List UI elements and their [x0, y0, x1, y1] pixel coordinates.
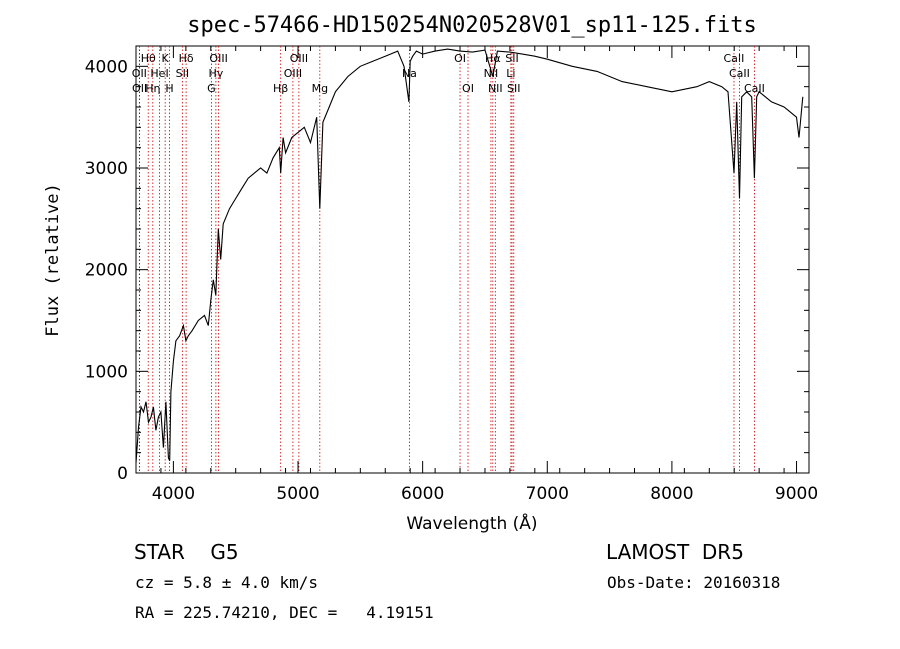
- y-axis-label: Flux (relative): [43, 183, 63, 337]
- y-tick-label: 2000: [85, 261, 128, 281]
- line-marker-label: Hγ: [208, 67, 223, 80]
- chart-title: spec-57466-HD150254N020528V01_sp11-125.f…: [187, 13, 757, 38]
- line-marker-label: OIII: [209, 52, 227, 65]
- x-tick-label: 7000: [526, 484, 569, 504]
- line-marker-label: OIII: [284, 67, 302, 80]
- line-marker-label: OI: [462, 82, 474, 95]
- y-tick-label: 0: [117, 464, 128, 484]
- y-tick-label: 4000: [85, 57, 128, 77]
- line-marker-label: OI: [454, 52, 466, 65]
- line-marker-label: CaII: [744, 82, 765, 95]
- line-marker-label: Hβ: [273, 82, 288, 95]
- line-marker-label: H: [165, 82, 173, 95]
- line-marker-label: K: [162, 52, 170, 65]
- axes: 4000 5000 6000 7000 8000 9000 0 1000 2000 3000 400…: [85, 46, 818, 504]
- line-marker-label: Hη: [145, 82, 160, 95]
- survey-name: LAMOST DR5: [606, 540, 744, 564]
- x-tick-label: 9000: [775, 484, 818, 504]
- line-marker-label: CaII: [724, 52, 745, 65]
- y-tick-label: 3000: [85, 159, 128, 179]
- plot-frame: [136, 46, 809, 473]
- obs-date: Obs-Date: 20160318: [607, 573, 780, 592]
- x-tick-label: 8000: [650, 484, 693, 504]
- line-marker-label: CaII: [729, 67, 750, 80]
- x-tick-label: 4000: [152, 484, 195, 504]
- line-marker-label: G: [207, 82, 216, 95]
- line-marker-label: Hδ: [179, 52, 194, 65]
- line-marker-label: NII: [488, 82, 503, 95]
- line-marker-label: Hθ: [141, 52, 156, 65]
- y-tick-label: 1000: [85, 362, 128, 382]
- line-marker-label: SII: [176, 67, 189, 80]
- spectrum-line: [136, 49, 803, 463]
- line-marker-label: HeI: [150, 67, 168, 80]
- redshift-cz: cz = 5.8 ± 4.0 km/s: [135, 573, 318, 592]
- ra-dec: RA = 225.74210, DEC = 4.19151: [135, 603, 434, 622]
- x-axis-label: Wavelength (Å): [406, 512, 537, 534]
- line-marker-label: SII: [505, 52, 518, 65]
- line-marker-label: Mg: [312, 82, 328, 95]
- line-marker-label: SII: [507, 82, 520, 95]
- x-tick-label: 6000: [401, 484, 444, 504]
- line-marker-label: OIII: [290, 52, 308, 65]
- x-tick-label: 5000: [276, 484, 319, 504]
- object-class: STAR G5: [134, 540, 239, 564]
- line-markers: OIIOIIHθHηHeIKHHδSIIGHγOIIIHβOIIIOIIIMgN…: [132, 46, 765, 473]
